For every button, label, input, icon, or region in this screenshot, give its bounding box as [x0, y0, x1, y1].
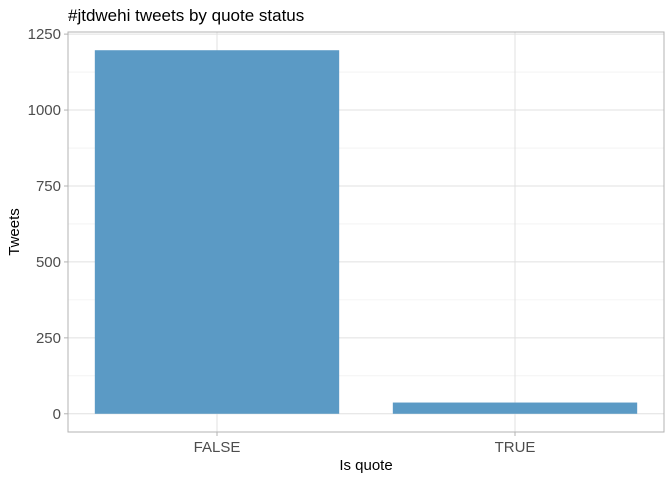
- chart-title: #jtdwehi tweets by quote status: [68, 6, 304, 25]
- y-tick-label: 500: [36, 254, 61, 271]
- x-axis-title: Is quote: [339, 457, 392, 474]
- y-tick-label: 0: [53, 406, 61, 423]
- bar-false: [94, 50, 340, 414]
- y-tick-label: 750: [36, 178, 61, 195]
- y-axis-title: Tweets: [6, 208, 23, 256]
- panel-border: [67, 31, 665, 433]
- y-tick-label: 1250: [28, 26, 61, 43]
- x-tick-label: FALSE: [194, 439, 241, 456]
- y-tick-label: 1000: [28, 102, 61, 119]
- bars: [94, 50, 638, 414]
- x-axis: FALSE TRUE: [194, 432, 536, 456]
- y-axis: 0 250 500 750 1000 1250: [28, 26, 68, 423]
- x-tick-label: TRUE: [495, 439, 536, 456]
- y-tick-label: 250: [36, 330, 61, 347]
- bar-true: [392, 402, 638, 414]
